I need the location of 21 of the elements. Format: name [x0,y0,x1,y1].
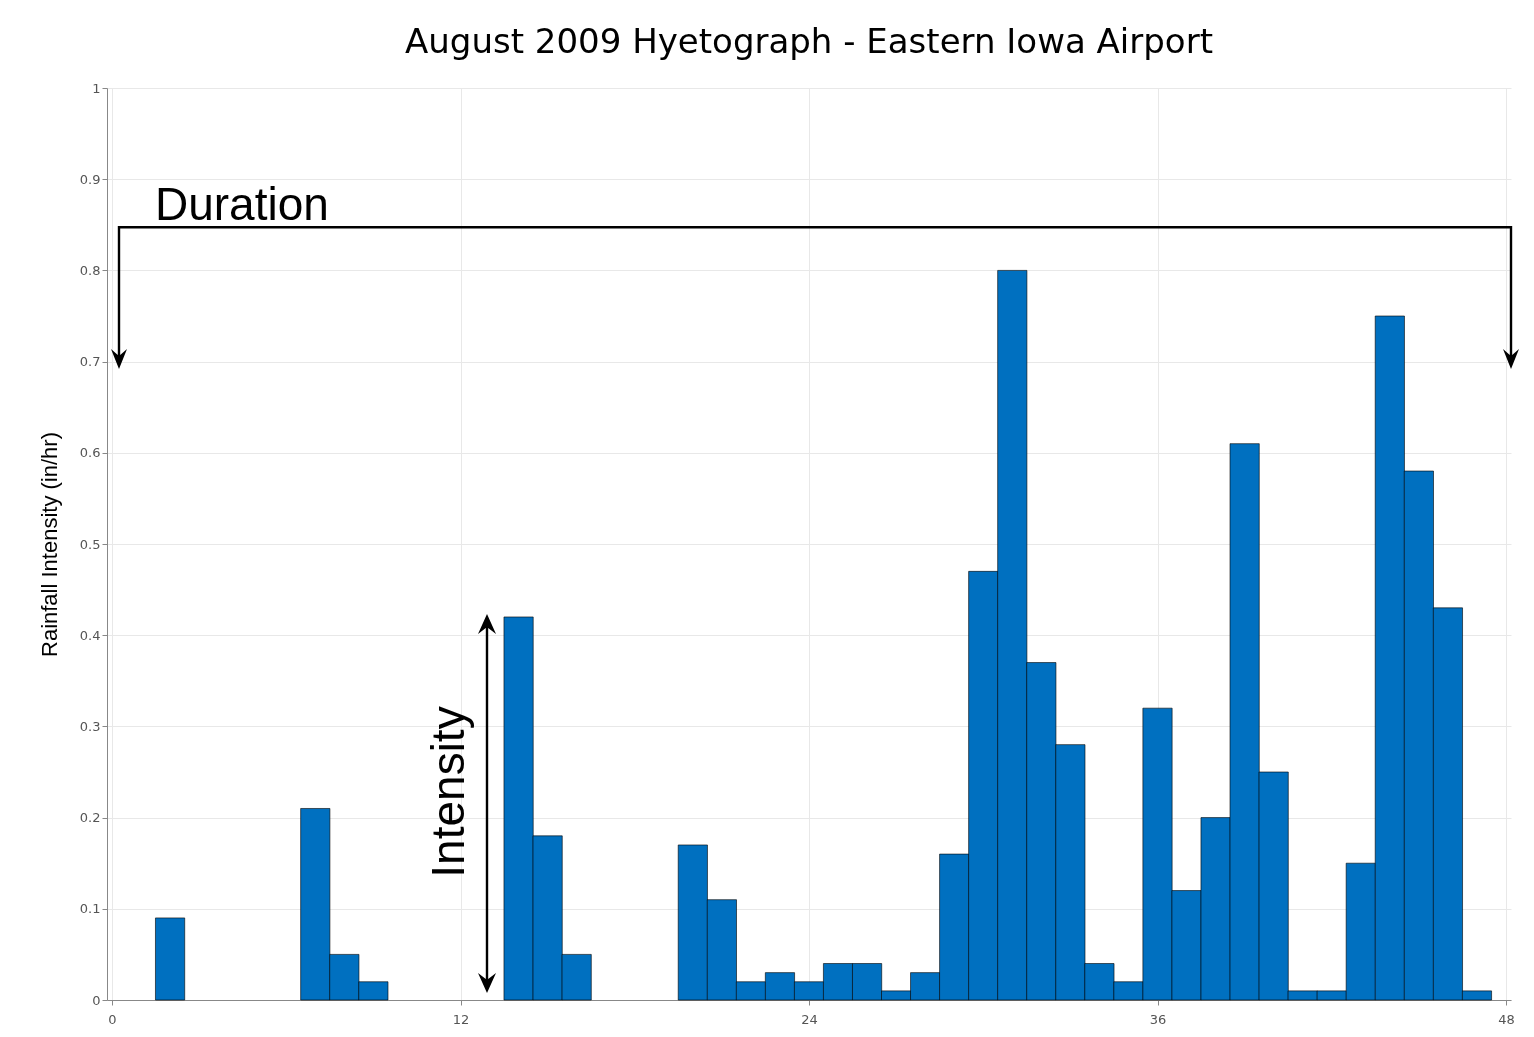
x-tick-label: 48 [1498,1011,1515,1027]
bar [155,917,186,1001]
y-tick-label: 0.2 [79,810,101,826]
y-tick-label: 0.4 [79,627,101,643]
annotation: Intensity [422,706,474,878]
y-tick-label: 0.5 [79,536,101,552]
y-tick-label: 1 [92,80,101,96]
y-tick-label: 0.1 [79,901,101,917]
x-tick-label: 24 [801,1011,818,1027]
y-tick-label: 0.9 [79,171,101,187]
y-axis-title: Rainfall Intensity (in/hr) [36,432,62,657]
y-tick-label: 0.6 [79,445,101,461]
annotation: Duration [155,178,329,230]
y-tick-label: 0 [92,992,101,1008]
x-tick-label: 12 [452,1011,470,1027]
y-tick-label: 0.8 [79,262,101,278]
x-tick-label: 0 [108,1011,117,1027]
x-tick-label: 36 [1149,1011,1167,1027]
y-tick-label: 0.7 [79,354,101,370]
y-tick-label: 0.3 [79,718,101,734]
chart-title: August 2009 Hyetograph - Eastern Iowa Airport [405,21,1213,61]
